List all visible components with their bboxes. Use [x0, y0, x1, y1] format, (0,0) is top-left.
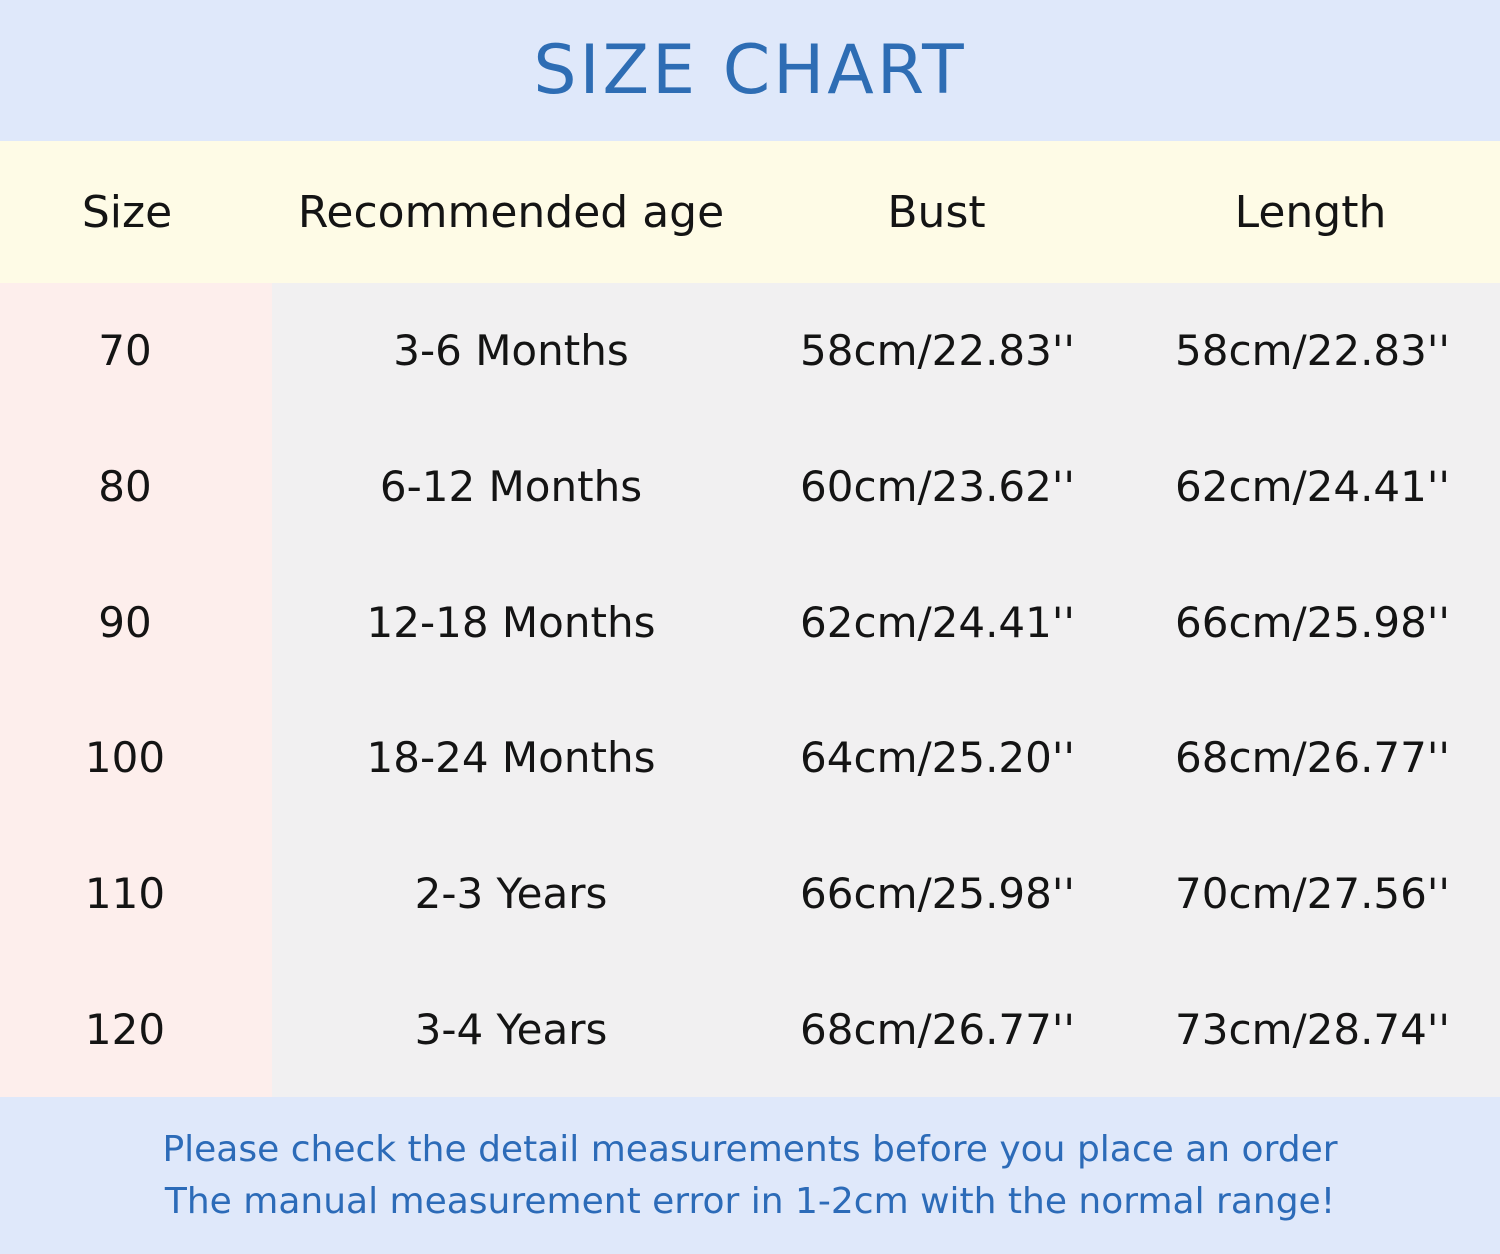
cell-bust: 58cm/22.83'': [800, 326, 1075, 376]
cell-age: 3-6 Months: [393, 326, 629, 376]
table-row: 100 18-24 Months 64cm/25.20'' 68cm/26.77…: [0, 690, 1500, 826]
cell-length: 58cm/22.83'': [1175, 326, 1450, 376]
size-column-highlight: [0, 283, 272, 1097]
cell-age: 12-18 Months: [366, 597, 656, 647]
cell-size: 110: [84, 869, 166, 919]
cell-length: 68cm/26.77'': [1175, 733, 1450, 783]
table-row: 90 12-18 Months 62cm/24.41'' 66cm/25.98'…: [0, 554, 1500, 690]
column-header-length: Length: [1234, 186, 1387, 238]
note-line-error-range: The manual measurement error in 1-2cm wi…: [164, 1180, 1336, 1222]
cell-size: 100: [84, 733, 166, 783]
cell-bust: 60cm/23.62'': [800, 462, 1075, 511]
column-header-recommended-age: Recommended age: [297, 186, 725, 238]
cell-age: 6-12 Months: [379, 462, 643, 511]
cell-size: 80: [98, 462, 152, 511]
table-row: 110 2-3 Years 66cm/25.98'' 70cm/27.56'': [0, 826, 1500, 962]
title-banner: SIZE CHART: [0, 0, 1500, 141]
table-row: 80 6-12 Months 60cm/23.62'' 62cm/24.41'': [0, 419, 1500, 555]
cell-length: 62cm/24.41'': [1175, 462, 1450, 511]
note-line-measurements: Please check the detail measurements bef…: [162, 1129, 1338, 1171]
cell-age: 18-24 Months: [366, 733, 656, 783]
page-title: SIZE CHART: [533, 30, 967, 110]
cell-length: 70cm/27.56'': [1175, 869, 1450, 919]
cell-bust: 62cm/24.41'': [800, 597, 1075, 647]
cell-length: 73cm/28.74'': [1175, 1004, 1450, 1054]
table-row: 120 3-4 Years 68cm/26.77'' 73cm/28.74'': [0, 961, 1500, 1097]
cell-length: 66cm/25.98'': [1175, 597, 1450, 647]
cell-size: 120: [84, 1004, 166, 1054]
table-row: 70 3-6 Months 58cm/22.83'' 58cm/22.83'': [0, 283, 1500, 419]
column-header-bust: Bust: [887, 186, 986, 238]
cell-size: 70: [98, 326, 152, 376]
cell-age: 3-4 Years: [414, 1004, 608, 1054]
cell-bust: 66cm/25.98'': [800, 869, 1075, 919]
cell-bust: 64cm/25.20'': [800, 733, 1075, 783]
table-header-row: Size Recommended age Bust Length: [0, 141, 1500, 283]
cell-size: 90: [98, 597, 152, 647]
column-header-size: Size: [81, 186, 173, 238]
footer-notes: Please check the detail measurements bef…: [0, 1097, 1500, 1254]
cell-bust: 68cm/26.77'': [800, 1004, 1075, 1054]
size-table: Size Recommended age Bust Length 70 3-6 …: [0, 141, 1500, 1097]
cell-age: 2-3 Years: [414, 869, 608, 919]
